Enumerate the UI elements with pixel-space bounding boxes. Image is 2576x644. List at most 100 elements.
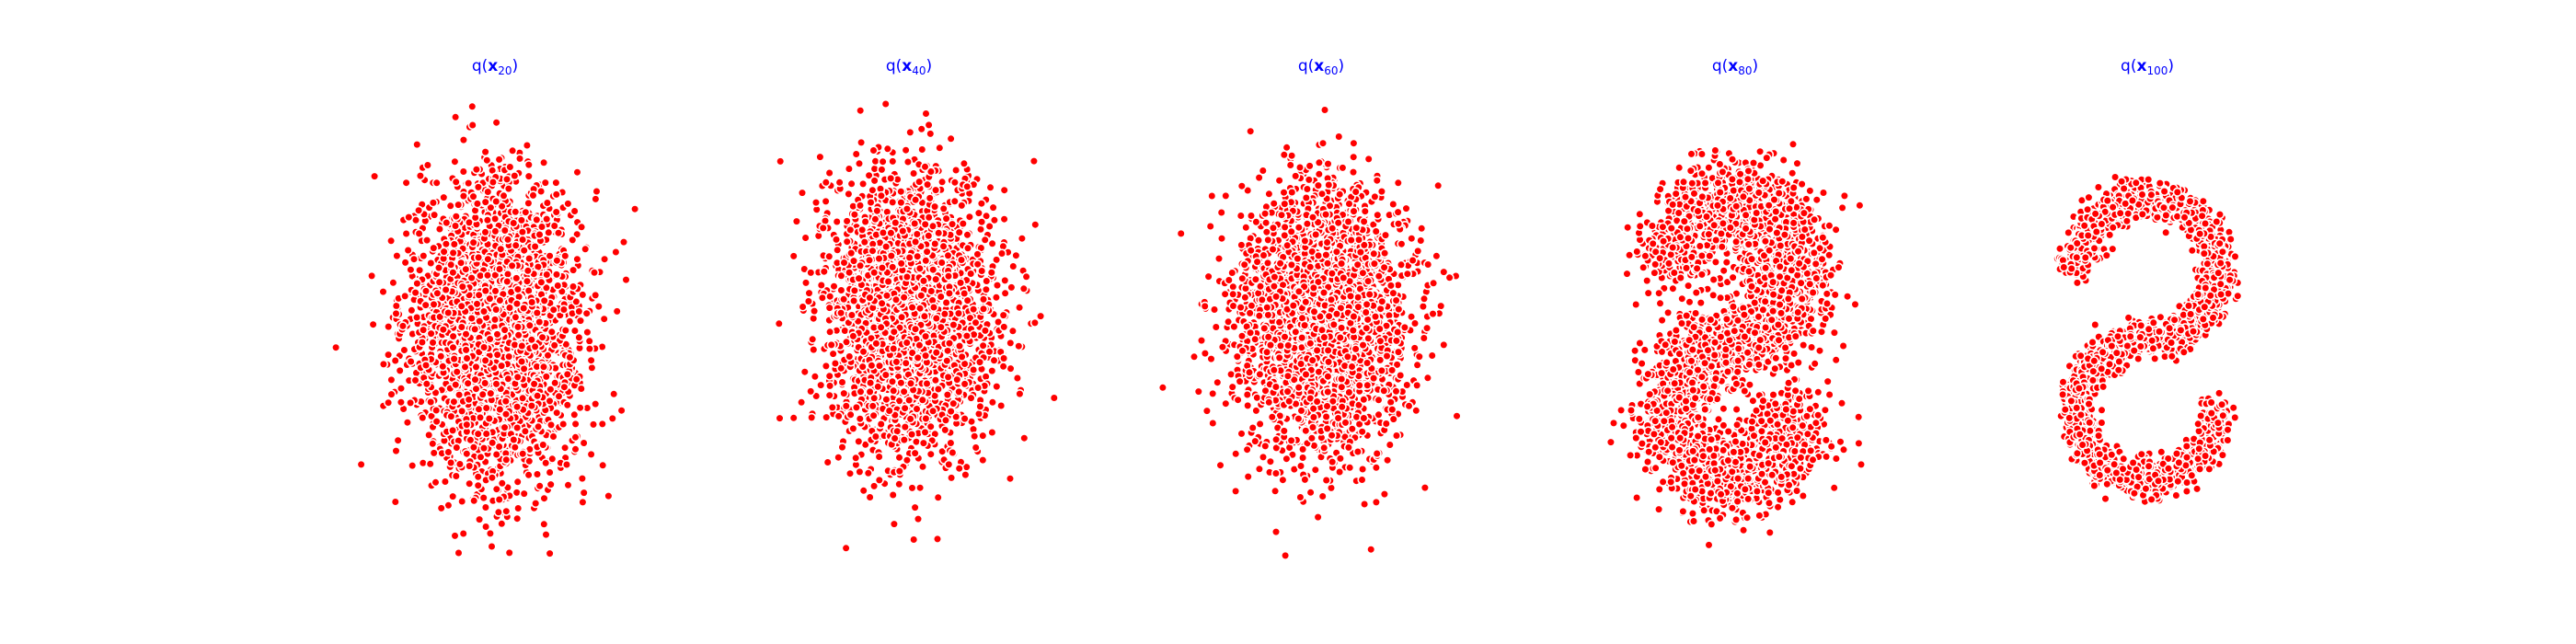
scatter-point	[471, 362, 481, 373]
scatter-point	[570, 432, 581, 443]
scatter-point	[561, 459, 572, 470]
scatter-point	[386, 374, 397, 385]
scatter-point	[553, 281, 563, 291]
scatter-point	[588, 420, 599, 430]
scatter-point	[436, 503, 446, 513]
scatter-point	[834, 411, 844, 421]
scatter-point	[465, 461, 475, 471]
scatter-point	[474, 404, 484, 414]
scatter-point	[599, 314, 609, 324]
scatter-point	[522, 276, 533, 286]
scatter-point	[577, 473, 587, 484]
scatter-point	[495, 295, 505, 305]
scatter-point	[403, 245, 413, 256]
scatter-point	[597, 419, 607, 430]
scatter-point	[821, 361, 831, 372]
scatter-point	[434, 224, 444, 235]
scatter-point	[523, 171, 534, 181]
scatter-point	[915, 483, 926, 493]
scatter-point	[926, 129, 936, 139]
scatter-point	[487, 541, 497, 552]
scatter-point	[545, 548, 555, 558]
scatter-point	[502, 276, 512, 287]
scatter-point	[513, 330, 523, 340]
scatter-point	[480, 286, 490, 296]
scatter-point	[492, 329, 502, 339]
scatter-point	[935, 143, 945, 153]
scatter-point	[418, 325, 429, 335]
scatter-point	[429, 448, 439, 458]
scatter-point	[450, 531, 460, 541]
scatter-point	[391, 301, 401, 311]
scatter-point	[950, 165, 961, 176]
scatter-point	[378, 287, 388, 297]
scatter-point	[512, 488, 522, 498]
scatter-point	[356, 459, 366, 470]
scatter-point	[406, 356, 416, 367]
scatter-point	[854, 436, 864, 447]
scatter-point	[508, 145, 518, 155]
scatter-point	[451, 212, 461, 222]
scatter-point	[481, 429, 491, 439]
scatter-point	[494, 494, 504, 505]
scatter-point	[827, 402, 837, 413]
scatter-point	[512, 402, 523, 412]
scatter-point	[331, 342, 341, 352]
scatter-point	[841, 543, 851, 553]
scatter-point	[441, 284, 451, 295]
scatter-point	[621, 275, 631, 285]
scatter-point	[888, 156, 898, 167]
scatter-point	[494, 155, 504, 165]
scatter-point	[419, 251, 429, 261]
scatter-point	[538, 362, 549, 372]
scatter-point	[511, 240, 521, 250]
scatter-point	[528, 190, 538, 201]
scatter-point	[510, 443, 520, 453]
scatter-point	[404, 213, 414, 223]
scatter-point	[439, 192, 449, 202]
scatter-point	[524, 253, 535, 264]
scatter-point	[489, 315, 500, 325]
scatter-point	[482, 155, 492, 166]
scatter-point	[574, 306, 584, 316]
scatter-point	[545, 396, 555, 407]
scatter-point	[472, 299, 482, 309]
scatter-point	[527, 297, 537, 307]
scatter-point	[1030, 220, 1041, 230]
scatter-point	[482, 270, 493, 281]
scatter-point	[462, 420, 472, 430]
scatter-point	[822, 457, 833, 467]
scatter-point	[552, 256, 562, 266]
scatter-point	[450, 112, 461, 122]
scatter-point	[425, 459, 435, 469]
scatter-point	[491, 118, 501, 128]
scatter-point	[616, 406, 627, 416]
scatter-point	[502, 235, 513, 245]
scatter-point	[391, 308, 401, 319]
scatter-point	[788, 251, 799, 261]
scatter-point	[587, 362, 597, 373]
scatter-point	[487, 473, 498, 483]
scatter-point	[450, 156, 460, 167]
scatter-point	[870, 156, 880, 167]
scatter-point	[465, 478, 475, 489]
scatter-point	[828, 349, 838, 359]
scatter-point	[473, 472, 483, 482]
scatter-point	[1019, 433, 1029, 443]
scatter-point	[466, 273, 477, 283]
scatter-point	[431, 178, 442, 188]
scatter-point	[834, 453, 844, 463]
scatter-point	[816, 380, 826, 390]
scatter-point	[492, 350, 502, 360]
scatter-point	[510, 171, 520, 181]
scatter-point	[429, 243, 439, 253]
scatter-point	[432, 288, 443, 298]
scatter-point	[480, 502, 490, 512]
scatter-point	[530, 341, 540, 352]
scatter-point	[946, 133, 956, 144]
scatter-point	[553, 228, 564, 238]
scatter-point	[483, 254, 493, 264]
scatter-point	[943, 372, 953, 383]
scatter-point	[1017, 234, 1027, 244]
scatter-point	[844, 164, 854, 174]
